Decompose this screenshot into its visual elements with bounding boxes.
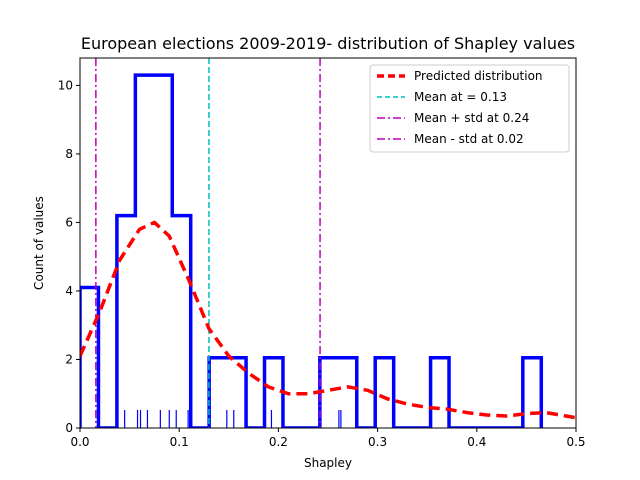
legend: Predicted distribution Mean at = 0.13 Mean… [369, 64, 570, 153]
legend-label: Mean at = 0.13 [414, 90, 507, 104]
x-axis-label: Shapley [304, 456, 352, 470]
legend-label: Mean + std at 0.24 [414, 111, 529, 125]
histogram-outline [80, 73, 544, 428]
y-tick-label: 0 [65, 421, 73, 435]
chart-title: European elections 2009-2019- distributi… [81, 34, 575, 53]
legend-label: Mean - std at 0.02 [414, 132, 524, 146]
x-tick-label: 0.2 [269, 435, 288, 449]
plot-frame [79, 57, 577, 429]
legend-label: Predicted distribution [414, 69, 543, 83]
y-tick-label: 8 [65, 147, 73, 161]
x-tick-label: 0.0 [70, 435, 89, 449]
y-tick-label: 6 [65, 215, 73, 229]
y-axis-label: Count of values [32, 196, 46, 290]
x-tick-label: 0.4 [467, 435, 486, 449]
x-tick-label: 0.3 [368, 435, 387, 449]
legend-box [369, 64, 570, 153]
x-tick-label: 0.5 [566, 435, 585, 449]
y-tick-label: 4 [65, 284, 73, 298]
predicted-curve [80, 220, 576, 420]
x-tick-label: 0.1 [170, 435, 189, 449]
y-tick-label: 10 [58, 78, 73, 92]
plot-area [80, 58, 576, 428]
y-tick-label: 2 [65, 352, 73, 366]
